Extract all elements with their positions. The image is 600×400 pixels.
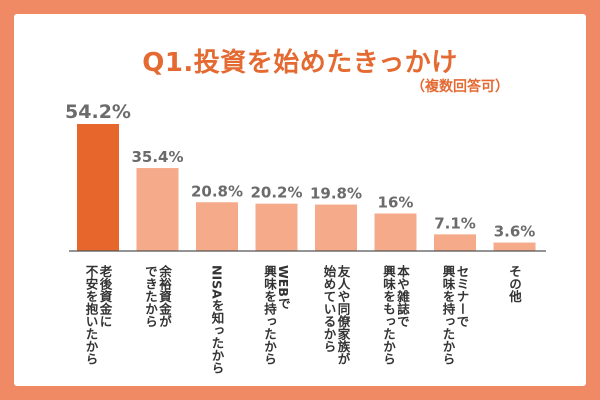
category-label: 老後資金に [98, 264, 113, 328]
value-label: 20.8% [191, 182, 243, 200]
bar [77, 124, 119, 251]
category-label: 不安を抱いたから [84, 265, 99, 365]
chart-title: Q1.投資を始めたきっかけ [142, 48, 458, 78]
bar [374, 213, 417, 251]
value-label: 35.4% [131, 148, 183, 166]
bar [136, 168, 179, 251]
category-label: 興味を持ったから [441, 264, 456, 365]
category-label: 余裕資金が [157, 264, 172, 328]
category-label: 始めているから [322, 264, 337, 353]
value-label: 20.2% [250, 184, 302, 202]
category-label: 本や雑誌で [395, 264, 410, 328]
category-label: NISAを知ったから [210, 265, 225, 374]
bar [196, 202, 238, 251]
value-label: 3.6% [494, 223, 536, 241]
chart-subtitle: （複数回答可） [411, 79, 509, 95]
category-label: 友人や同僚家族が [336, 264, 351, 365]
bar [315, 204, 357, 251]
bar [255, 203, 298, 251]
category-label: 興味を持ったから [262, 264, 277, 365]
value-label: 54.2% [65, 101, 131, 123]
category-label: 興味をもったから [381, 264, 396, 365]
bar [434, 234, 476, 251]
category-label: WEBで [276, 265, 291, 309]
value-label: 19.8% [310, 185, 362, 203]
value-label: 7.1% [434, 214, 476, 232]
bar [493, 242, 536, 251]
category-label: その他 [507, 265, 522, 303]
category-label: セミナーで [455, 265, 470, 328]
category-label: できたから [143, 265, 158, 328]
value-label: 16% [378, 194, 414, 212]
chart-card: Q1.投資を始めたきっかけ （複数回答可） 54.2% 老後資金に 不安を抱いたから… [14, 14, 586, 386]
